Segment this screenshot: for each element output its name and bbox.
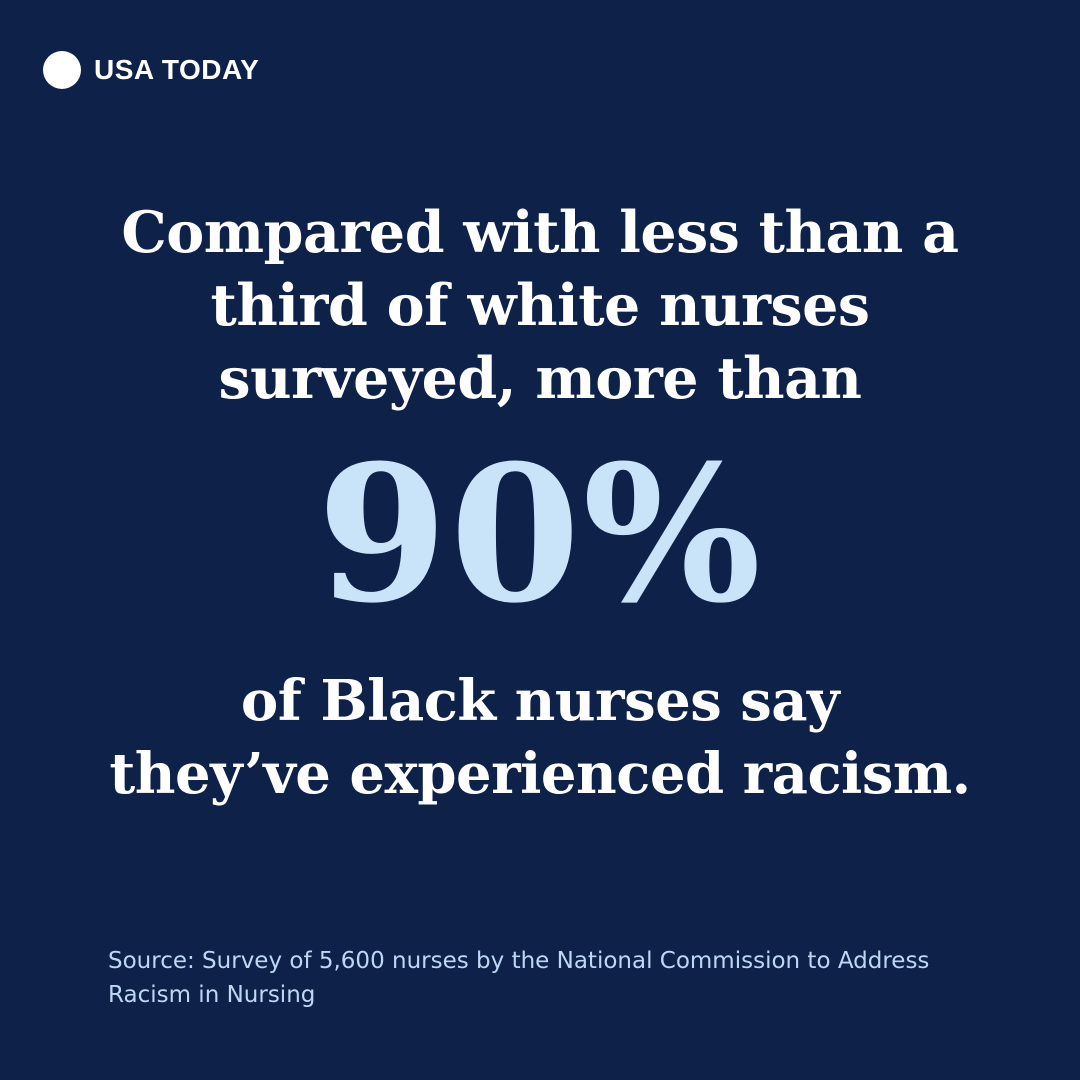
stat-value: 90% [316,424,764,645]
source-line-1: Source: Survey of 5,600 nurses by the Na… [108,948,930,974]
usa-today-logo: USA TODAY [43,51,259,89]
headline-line-1: Compared with less than a [121,199,959,266]
source-line-2: Racism in Nursing [108,982,316,1008]
usa-today-circle-icon [43,51,81,89]
usa-today-logo-text: USA TODAY [94,54,260,85]
subheadline: of Black nurses say they’ve experienced … [0,665,1080,811]
headline: Compared with less than a third of white… [0,0,1080,415]
subheadline-line-1: of Black nurses say [240,668,840,734]
source-note: Source: Survey of 5,600 nurses by the Na… [108,944,988,1012]
headline-line-3: surveyed, more than [218,345,863,412]
headline-line-2: third of white nurses [210,272,871,339]
subheadline-line-2: they’ve experienced racism. [109,741,971,807]
